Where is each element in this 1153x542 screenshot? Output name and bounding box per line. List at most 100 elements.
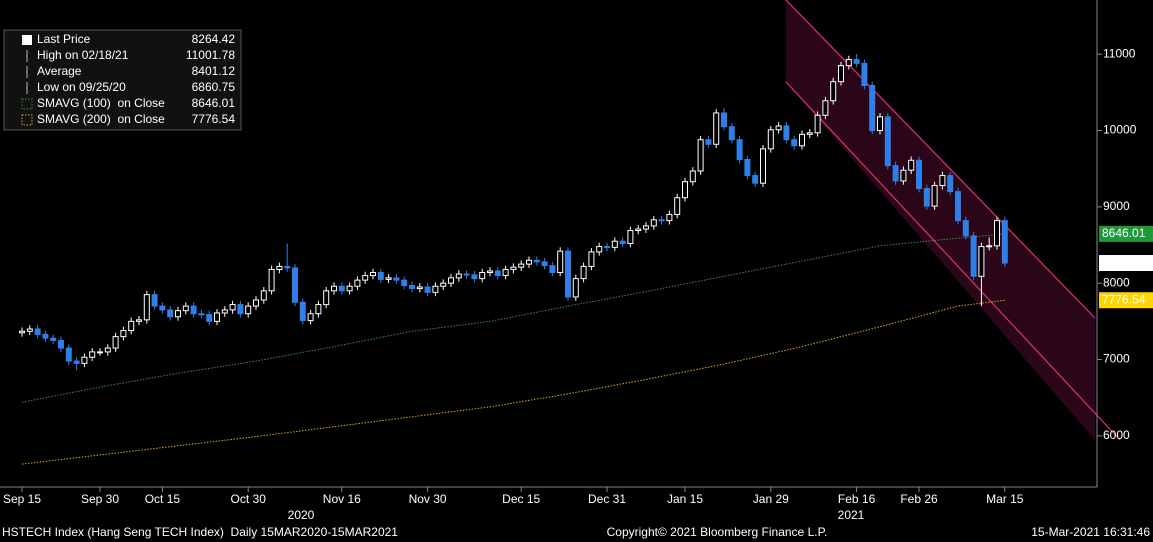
x-tick-label: Oct 15	[145, 492, 181, 506]
legend-label: SMAVG (100) on Close	[37, 96, 165, 110]
year-label: 2021	[838, 508, 865, 522]
candle-body	[869, 84, 876, 132]
candle-body	[377, 272, 384, 280]
candle-body	[931, 184, 938, 207]
candle-body	[370, 272, 376, 277]
footer-bar	[0, 523, 1153, 542]
trend-channel	[786, 0, 1095, 440]
candle-body	[214, 312, 220, 322]
candle-body	[424, 286, 431, 293]
candle-body	[120, 330, 127, 338]
candle-body	[565, 250, 571, 298]
candle-body	[767, 129, 774, 150]
candle-body	[588, 251, 595, 267]
candle-body	[198, 313, 205, 316]
legend-value: 6860.75	[192, 80, 236, 94]
candle-body	[292, 267, 298, 303]
candle-body	[167, 309, 174, 318]
candle-body	[666, 213, 673, 222]
candle-body	[409, 284, 415, 290]
candle-body	[705, 139, 712, 145]
legend-icon	[21, 98, 33, 110]
y-tick-label: 7000	[1103, 352, 1130, 366]
candle-body	[463, 273, 470, 276]
candle-body	[947, 175, 954, 193]
candle-body	[253, 299, 259, 307]
x-tick-label: Oct 30	[231, 492, 267, 506]
value-tag-label: 8264.42	[1102, 255, 1146, 269]
candle-body	[783, 125, 790, 141]
candle-body	[284, 265, 291, 269]
candle-body	[986, 245, 993, 248]
year-label: 2020	[288, 508, 315, 522]
candle-body	[908, 159, 915, 171]
candle-body	[775, 125, 782, 131]
candle-body	[713, 112, 720, 145]
legend-value: 11001.78	[186, 48, 235, 62]
legend-label: Low on 09/25/20	[37, 80, 126, 94]
candle-body	[627, 230, 634, 245]
candle-body	[276, 265, 283, 270]
x-tick-label: Nov 30	[409, 492, 447, 506]
x-tick-label: Sep 15	[3, 492, 41, 506]
candle-body	[73, 360, 80, 364]
candle-body	[268, 268, 275, 292]
candle-body	[455, 273, 462, 279]
candle-body	[175, 310, 181, 318]
candle-body	[1001, 220, 1008, 264]
footer-right: 15-Mar-2021 16:31:46	[1031, 525, 1150, 539]
candle-body	[221, 309, 228, 314]
x-tick-label: Jan 29	[753, 492, 789, 506]
y-tick-label: 10000	[1103, 123, 1137, 137]
candle-body	[479, 272, 486, 280]
candle-body	[526, 259, 532, 265]
candle-body	[362, 275, 369, 281]
candle-body	[307, 313, 314, 322]
value-tag	[1099, 255, 1153, 272]
x-tick-label: Mar 15	[986, 492, 1024, 506]
candle-body	[128, 320, 135, 332]
candle-body	[206, 313, 213, 322]
candle-body	[182, 305, 189, 312]
candle-body	[806, 132, 813, 135]
legend-value: 7776.54	[192, 112, 236, 126]
candle-body	[510, 266, 517, 270]
legend-value: 8264.42	[192, 32, 236, 46]
y-tick-label: 9000	[1103, 199, 1130, 213]
candle-body	[884, 116, 891, 167]
candle-body	[494, 270, 501, 277]
candle-body	[760, 148, 766, 184]
candle-body	[635, 228, 642, 232]
legend-label: High on 02/18/21	[37, 48, 129, 62]
candle-body	[331, 285, 337, 292]
candle-body	[830, 81, 837, 102]
legend-value: 8401.12	[192, 64, 236, 78]
legend-label: Last Price	[37, 32, 91, 46]
candle-body	[658, 219, 665, 222]
candle-body	[518, 263, 525, 268]
candle-body	[136, 319, 142, 322]
y-tick-label: 8000	[1103, 275, 1130, 289]
moving-average	[21, 233, 1005, 403]
candle-body	[674, 197, 681, 215]
candle-body	[604, 246, 610, 249]
candle-body	[619, 240, 626, 245]
candle-body	[549, 265, 556, 274]
candle-body	[541, 261, 548, 267]
candle-body	[533, 259, 540, 263]
candle-body	[104, 347, 111, 353]
value-tag	[1099, 292, 1153, 309]
candle-body	[736, 139, 743, 161]
x-tick-label: Feb 16	[838, 492, 876, 506]
legend-label: Average	[37, 64, 82, 78]
candle-body	[861, 62, 868, 86]
candle-body	[611, 240, 618, 248]
candle-body	[81, 356, 88, 364]
value-tag-label: 7776.54	[1102, 292, 1146, 306]
candle-body	[923, 188, 930, 207]
candle-body	[432, 285, 439, 293]
y-tick-label: 6000	[1103, 428, 1130, 442]
candle-body	[814, 114, 821, 134]
candle-body	[159, 305, 166, 311]
